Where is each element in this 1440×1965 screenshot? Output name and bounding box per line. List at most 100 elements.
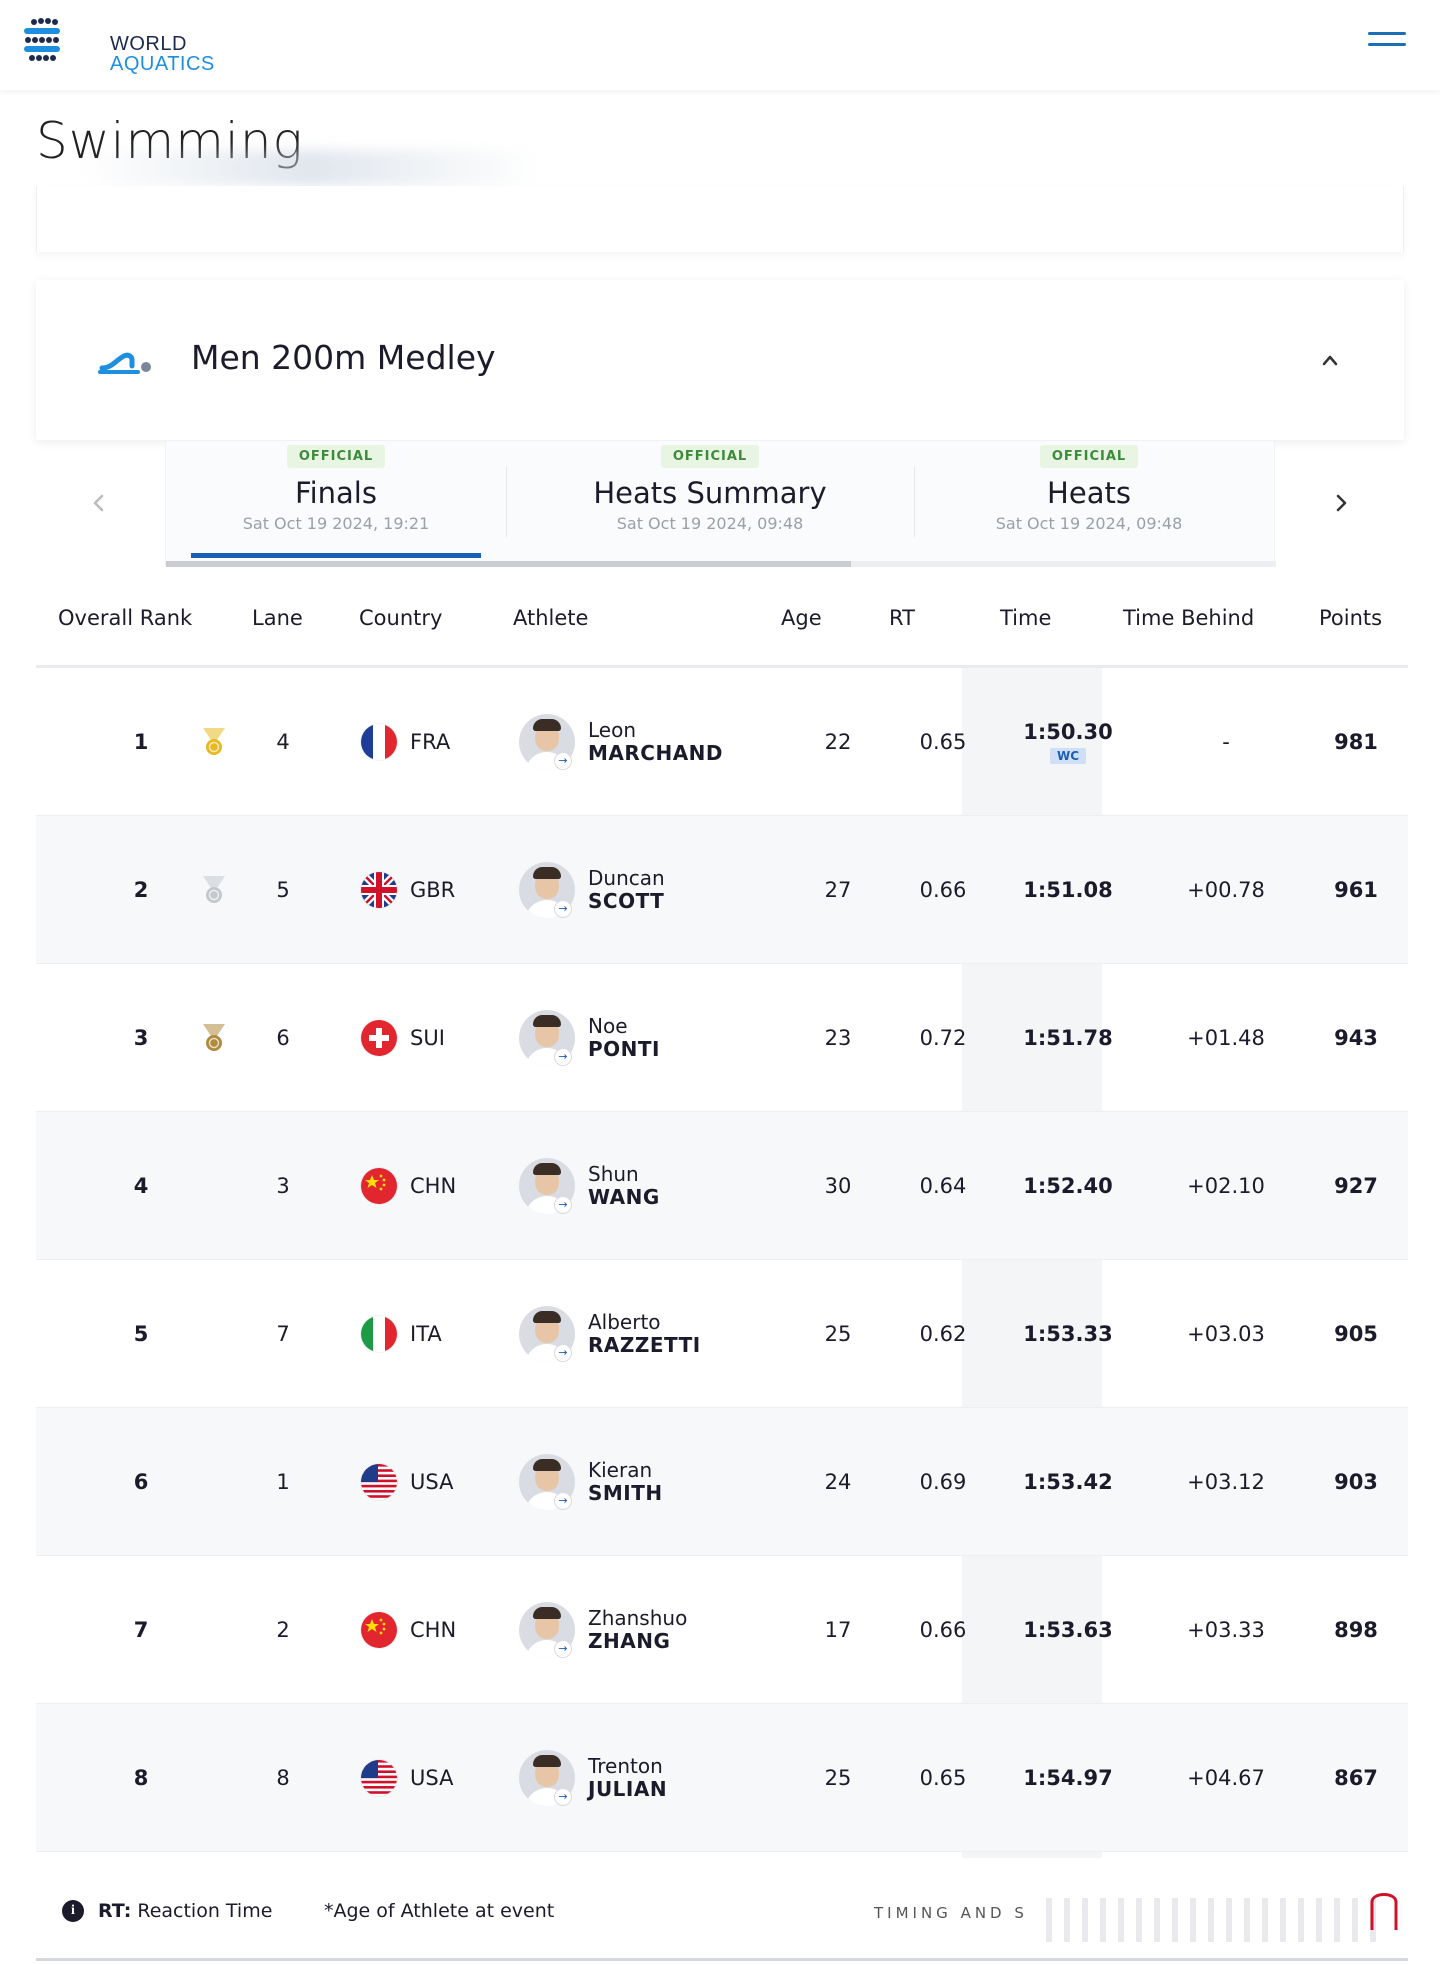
official-badge: OFFICIAL bbox=[286, 445, 386, 468]
table-row[interactable]: 1 4 FRA → Leon MARCHAND 22 0.65 1:50.30 WC - 981 bbox=[36, 668, 1408, 816]
athlete-last-name: ZHANG bbox=[588, 1629, 671, 1653]
country-flag bbox=[361, 1020, 397, 1056]
athlete-avatar-cell[interactable]: → bbox=[516, 1112, 578, 1260]
lane-cell: 6 bbox=[276, 1026, 290, 1050]
table-row[interactable]: 5 7 ITA → Alberto RAZZETTI 25 0.62 1:53.33 +03.03… bbox=[36, 1260, 1408, 1408]
profile-link-icon[interactable]: → bbox=[554, 1492, 572, 1510]
chevron-up-icon[interactable] bbox=[1314, 344, 1346, 376]
header-time[interactable]: Time bbox=[1000, 606, 1052, 630]
profile-link-icon[interactable]: → bbox=[554, 900, 572, 918]
athlete-name-cell[interactable]: Alberto RAZZETTI bbox=[588, 1260, 788, 1408]
medal-cell bbox=[196, 964, 232, 1112]
header-time-behind[interactable]: Time Behind bbox=[1123, 606, 1255, 630]
flag-chn-icon bbox=[361, 1612, 397, 1648]
athlete-avatar-cell[interactable]: → bbox=[516, 816, 578, 964]
tab-heats[interactable]: OFFICIAL Heats Sat Oct 19 2024, 09:48 bbox=[914, 441, 1264, 567]
time-cell: 1:53.42 bbox=[998, 1408, 1138, 1556]
medal-cell bbox=[196, 1556, 232, 1704]
rt-legend-abbr: RT: bbox=[98, 1900, 132, 1922]
header-lane[interactable]: Lane bbox=[252, 606, 303, 630]
table-row[interactable]: 2 5 GBR → Duncan SCOTT 27 0.66 1:51.08 +00.78 961 bbox=[36, 816, 1408, 964]
tabs-scrollbar-thumb[interactable] bbox=[166, 561, 851, 567]
athlete-avatar-cell[interactable]: → bbox=[516, 1408, 578, 1556]
header-rt[interactable]: RT bbox=[889, 606, 915, 630]
blurred-content bbox=[80, 150, 540, 186]
points-cell: 943 bbox=[1334, 1026, 1378, 1050]
record-badge: WC bbox=[1049, 748, 1087, 764]
athlete-name-cell[interactable]: Noe PONTI bbox=[588, 964, 788, 1112]
swimmer-icon bbox=[98, 352, 151, 374]
header-age[interactable]: Age bbox=[781, 606, 822, 630]
athlete-avatar-cell[interactable]: → bbox=[516, 1556, 578, 1704]
points-cell: 927 bbox=[1334, 1174, 1378, 1198]
reaction-time-cell: 0.72 bbox=[919, 1026, 967, 1050]
lane-cell: 2 bbox=[276, 1618, 290, 1642]
athlete-name-cell[interactable]: Leon MARCHAND bbox=[588, 668, 788, 816]
bronze-medal-icon bbox=[203, 1024, 225, 1051]
header-athlete[interactable]: Athlete bbox=[513, 606, 589, 630]
active-tab-indicator bbox=[191, 553, 481, 558]
timing-partner-label: TIMING AND S bbox=[874, 1904, 1028, 1922]
table-row[interactable]: 4 3 CHN → Shun WANG 30 0.64 1:52.40 +02.10 927 bbox=[36, 1112, 1408, 1260]
tab-finals[interactable]: OFFICIAL Finals Sat Oct 19 2024, 19:21 bbox=[166, 441, 506, 567]
athlete-name-cell[interactable]: Duncan SCOTT bbox=[588, 816, 788, 964]
lane-cell: 5 bbox=[276, 878, 290, 902]
profile-link-icon[interactable]: → bbox=[554, 752, 572, 770]
swim-time: 1:53.33 bbox=[1023, 1322, 1113, 1346]
swim-time: 1:54.97 bbox=[1023, 1766, 1113, 1790]
medal-cell bbox=[196, 816, 232, 964]
reaction-time-cell: 0.64 bbox=[919, 1174, 967, 1198]
athlete-avatar-cell[interactable]: → bbox=[516, 1704, 578, 1852]
tab-date: Sat Oct 19 2024, 19:21 bbox=[242, 514, 430, 533]
event-card[interactable]: Men 200m Medley bbox=[36, 280, 1404, 440]
menu-icon[interactable] bbox=[1368, 32, 1406, 52]
athlete-avatar-cell[interactable]: → bbox=[516, 1260, 578, 1408]
tab-date: Sat Oct 19 2024, 09:48 bbox=[995, 514, 1183, 533]
points-cell: 961 bbox=[1334, 878, 1378, 902]
profile-link-icon[interactable]: → bbox=[554, 1640, 572, 1658]
athlete-name-cell[interactable]: Shun WANG bbox=[588, 1112, 788, 1260]
country-code: ITA bbox=[410, 1322, 442, 1346]
profile-link-icon[interactable]: → bbox=[554, 1788, 572, 1806]
age-cell: 23 bbox=[824, 1026, 852, 1050]
tab-heats-summary[interactable]: OFFICIAL Heats Summary Sat Oct 19 2024, … bbox=[506, 441, 914, 567]
official-badge: OFFICIAL bbox=[1039, 445, 1139, 468]
swim-time: 1:50.30 bbox=[1023, 720, 1113, 744]
athlete-avatar-cell[interactable]: → bbox=[516, 964, 578, 1112]
athlete-name-cell[interactable]: Zhanshuo ZHANG bbox=[588, 1556, 788, 1704]
profile-link-icon[interactable]: → bbox=[554, 1048, 572, 1066]
world-aquatics-logo[interactable]: WORLD AQUATICS bbox=[22, 14, 222, 74]
header-overall-rank[interactable]: Overall Rank bbox=[58, 606, 193, 630]
athlete-name-cell[interactable]: Kieran SMITH bbox=[588, 1408, 788, 1556]
footer-overlay bbox=[1046, 1898, 1376, 1942]
header-country[interactable]: Country bbox=[359, 606, 443, 630]
table-row[interactable]: 6 1 USA → Kieran SMITH 24 0.69 1:53.42 +03.12 903 bbox=[36, 1408, 1408, 1556]
tabs-scrollbar[interactable] bbox=[166, 561, 1276, 567]
header-points[interactable]: Points bbox=[1319, 606, 1383, 630]
profile-link-icon[interactable]: → bbox=[554, 1196, 572, 1214]
athlete-last-name: SCOTT bbox=[588, 889, 665, 913]
avatar[interactable] bbox=[519, 1158, 575, 1214]
logo-line-1: WORLD bbox=[110, 33, 187, 55]
table-row[interactable]: 8 8 USA → Trenton JULIAN 25 0.65 1:54.97 +04.67 86… bbox=[36, 1704, 1408, 1852]
athlete-avatar-cell[interactable]: → bbox=[516, 668, 578, 816]
table-row[interactable]: 3 6 SUI → Noe PONTI 23 0.72 1:51.78 +01.48 943 bbox=[36, 964, 1408, 1112]
tab-divider bbox=[506, 467, 507, 537]
points-cell: 867 bbox=[1334, 1766, 1378, 1790]
lane-cell: 8 bbox=[276, 1766, 290, 1790]
time-behind-cell: - bbox=[1222, 730, 1230, 754]
country-flag bbox=[361, 872, 397, 908]
medal-cell bbox=[196, 1704, 232, 1852]
athlete-name-cell[interactable]: Trenton JULIAN bbox=[588, 1704, 788, 1852]
table-row[interactable]: 7 2 CHN → Zhanshuo ZHANG 17 0.66 1:53.63 +03.33 89… bbox=[36, 1556, 1408, 1704]
rank-cell: 8 bbox=[133, 1766, 149, 1790]
chevron-left-icon[interactable] bbox=[84, 488, 114, 518]
lane-cell: 4 bbox=[276, 730, 290, 754]
rt-legend-text: Reaction Time bbox=[137, 1900, 273, 1922]
country-flag bbox=[361, 724, 397, 760]
swim-time: 1:52.40 bbox=[1023, 1174, 1113, 1198]
chevron-right-icon[interactable] bbox=[1326, 488, 1356, 518]
profile-link-icon[interactable]: → bbox=[554, 1344, 572, 1362]
medal-cell bbox=[196, 1112, 232, 1260]
country-code: USA bbox=[410, 1766, 454, 1790]
